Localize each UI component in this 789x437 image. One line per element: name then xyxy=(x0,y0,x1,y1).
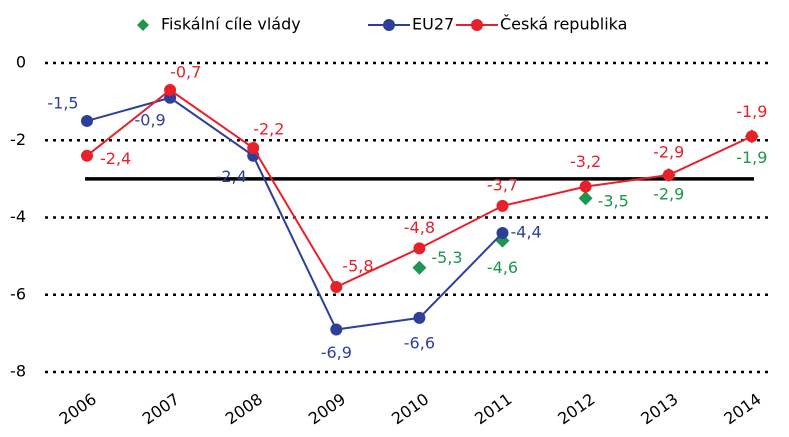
marker xyxy=(745,130,758,143)
marker xyxy=(662,169,675,182)
data-label: -0,9 xyxy=(134,110,165,129)
x-tick-label: 2012 xyxy=(554,389,598,428)
legend-marker xyxy=(383,19,395,31)
data-label: -1,9 xyxy=(736,148,767,167)
data-label: -1,9 xyxy=(736,102,767,121)
marker xyxy=(579,180,592,193)
legend-label: EU27 xyxy=(412,15,454,34)
data-label: -5,3 xyxy=(431,248,462,267)
data-label: -2,2 xyxy=(253,119,284,138)
marker xyxy=(412,260,427,275)
data-label: -5,8 xyxy=(342,257,373,276)
data-label: -3,2 xyxy=(570,152,601,171)
x-tick-label: 2007 xyxy=(139,389,183,428)
marker xyxy=(247,141,260,154)
x-tick-label: 2006 xyxy=(56,389,100,428)
y-tick-label: -4 xyxy=(10,207,26,226)
y-tick-label: -6 xyxy=(10,284,26,303)
legend-marker xyxy=(137,19,149,31)
marker xyxy=(413,242,426,255)
data-label: -2,4 xyxy=(100,149,131,168)
data-label: -4,4 xyxy=(511,222,542,241)
series-line xyxy=(86,88,753,289)
marker xyxy=(330,323,343,336)
x-tick-label: 2010 xyxy=(388,389,432,428)
data-label: -4,6 xyxy=(487,258,518,277)
y-tick-label: -8 xyxy=(10,362,26,381)
marker xyxy=(164,84,177,97)
x-tick-label: 2013 xyxy=(637,389,681,428)
data-label: -0,7 xyxy=(170,63,201,82)
x-tick-label: 2009 xyxy=(305,389,349,428)
marker xyxy=(413,311,426,324)
data-label: -2,9 xyxy=(653,185,684,204)
x-tick-label: 2008 xyxy=(222,389,266,428)
y-tick-label: 0 xyxy=(16,53,26,72)
data-label: -3,7 xyxy=(487,175,518,194)
data-label: -2,4 xyxy=(216,167,247,186)
legend-label: Fiskální cíle vlády xyxy=(161,15,301,34)
x-tick-label: 2011 xyxy=(471,389,515,428)
data-label: -6,9 xyxy=(321,343,352,362)
marker xyxy=(81,114,93,127)
marker xyxy=(496,199,509,212)
y-tick-label: -2 xyxy=(10,130,26,149)
marker xyxy=(496,226,509,239)
data-label: -6,6 xyxy=(404,333,435,352)
data-label: -3,5 xyxy=(598,192,629,211)
data-label: -1,5 xyxy=(47,93,78,112)
legend-label: Česká republika xyxy=(500,15,627,34)
data-label: -2,9 xyxy=(653,143,684,162)
data-label: -4,8 xyxy=(404,218,435,237)
marker xyxy=(81,149,93,162)
x-tick-label: 2014 xyxy=(720,389,764,428)
marker xyxy=(578,191,593,206)
legend-marker xyxy=(471,19,483,31)
marker xyxy=(330,281,343,294)
